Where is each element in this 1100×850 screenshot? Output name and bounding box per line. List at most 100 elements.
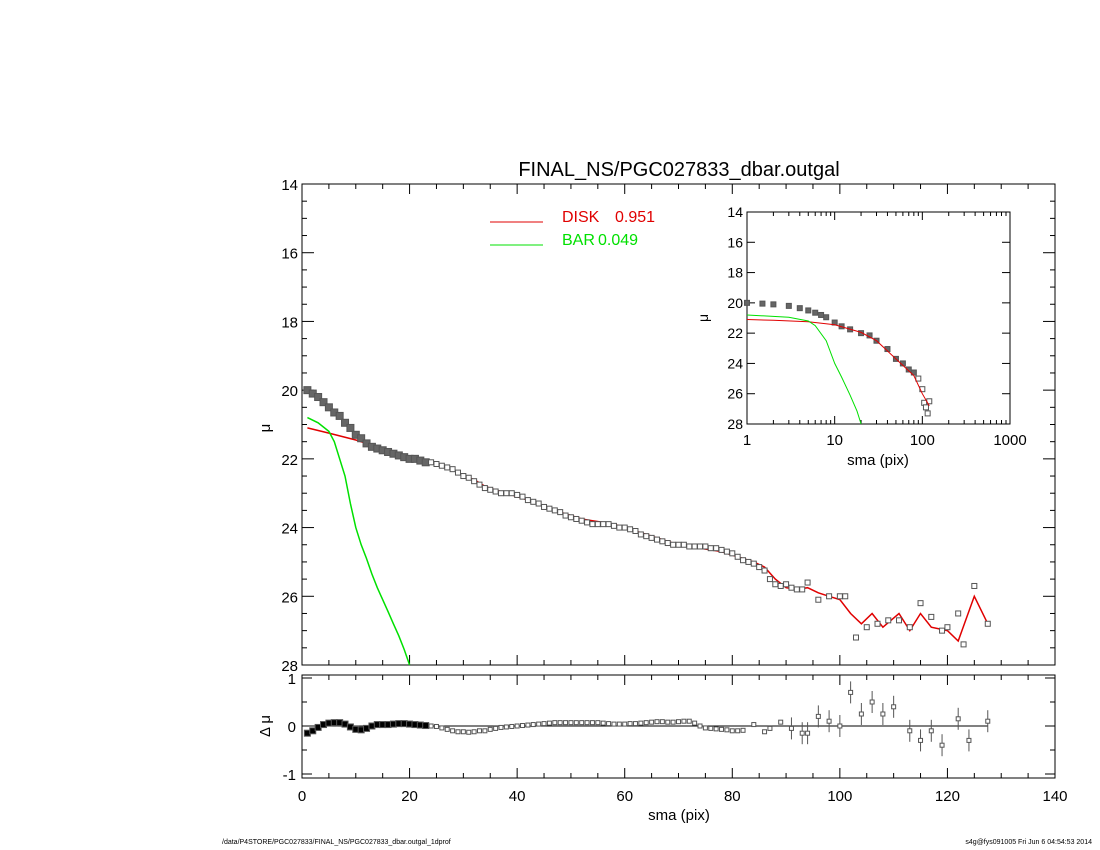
residual-data-point <box>546 720 552 726</box>
residual-data-point <box>788 725 794 731</box>
main-data-point <box>842 593 849 600</box>
residual-data-point <box>665 719 671 725</box>
main-data-point <box>578 517 585 524</box>
inset-y-axis-label: μ <box>695 314 711 322</box>
residual-data-point <box>433 723 439 729</box>
inset-data-point <box>805 307 812 314</box>
residual-data-point <box>848 689 854 695</box>
residual-x-axis-label: sma (pix) <box>648 807 710 824</box>
main-data-point <box>718 546 725 553</box>
main-data-point <box>697 543 704 550</box>
residual-data-point <box>455 729 461 735</box>
residual-data-point <box>724 727 730 733</box>
residual-data-point <box>676 719 681 725</box>
main-data-point <box>627 526 634 533</box>
residual-data-point <box>966 737 972 743</box>
main-axis-ticks: 14 16 18 20 22 24 26 28 <box>281 177 1056 675</box>
main-data-point <box>508 490 515 497</box>
residual-data-point <box>985 718 991 724</box>
main-data-point <box>971 582 978 589</box>
main-data-point <box>524 497 531 504</box>
main-data-point <box>616 524 623 531</box>
residual-data-point <box>611 721 617 727</box>
residual-data-point <box>735 728 741 734</box>
main-data-point <box>928 613 935 620</box>
main-data-point <box>885 617 892 624</box>
residual-data-point <box>858 711 864 717</box>
main-data-point <box>471 478 478 485</box>
main-data-point <box>546 505 553 512</box>
residual-data-point <box>460 729 466 735</box>
main-data-point <box>476 481 483 488</box>
main-data-point <box>852 634 859 641</box>
residual-data-point <box>627 721 633 727</box>
main-data-point <box>621 524 628 531</box>
main-data-point <box>438 462 445 469</box>
residual-data-point <box>713 726 719 732</box>
main-data-point <box>573 515 580 522</box>
residual-data-point <box>573 720 579 726</box>
residual-data-point <box>799 730 805 736</box>
residual-data-point <box>686 718 692 724</box>
inset-y-tick-label: 26 <box>727 386 743 402</box>
main-data-point <box>341 418 350 427</box>
residual-data-point <box>439 725 445 731</box>
main-y-tick-label: 18 <box>281 314 298 331</box>
main-data-point <box>454 469 461 476</box>
footer-file-path: /data/P4STORE/PGC027833/FINAL_NS/PGC0278… <box>222 839 451 846</box>
main-data-point <box>793 586 800 593</box>
residual-data-point <box>880 711 886 717</box>
residual-data-point <box>622 721 628 727</box>
residual-data-point <box>939 742 945 748</box>
residual-data-point <box>659 719 665 725</box>
legend-bar-label: BAR <box>562 232 595 249</box>
inset-data-point <box>818 311 825 318</box>
inset-y-tick-label: 28 <box>727 416 743 432</box>
residual-data-point <box>918 737 924 743</box>
inset-data-point <box>915 375 922 382</box>
main-data-point <box>984 620 991 627</box>
inset-y-tick-label: 14 <box>727 204 743 220</box>
main-data-point <box>444 464 451 471</box>
residual-data-point <box>632 721 638 727</box>
main-data-point <box>686 543 693 550</box>
main-data-point <box>664 540 671 547</box>
legend-bar-value: 0.049 <box>598 232 638 249</box>
residual-data-point <box>955 716 961 722</box>
main-data-point <box>637 531 644 538</box>
chart-title: FINAL_NS/PGC027833_dbar.outgal <box>518 159 839 181</box>
residual-data-point <box>729 728 735 734</box>
main-data-point <box>756 564 763 571</box>
main-data-point <box>541 503 548 510</box>
inset-bar-line <box>746 314 862 425</box>
residual-data-point <box>514 723 520 729</box>
inset-data-point <box>922 404 929 411</box>
footer-timestamp: s4g@fys091005 Fri Jun 6 04:54:53 2014 <box>965 839 1092 846</box>
main-data-point <box>324 403 333 412</box>
main-y-tick-label: 14 <box>281 177 298 194</box>
main-data-point <box>826 593 833 600</box>
residual-data-point <box>422 722 430 730</box>
inset-plot-frame <box>746 211 1011 425</box>
main-data-point <box>643 533 650 540</box>
main-data-point <box>562 512 569 519</box>
main-data-point <box>944 624 951 631</box>
residual-data-point <box>563 720 569 726</box>
main-y-axis-label: μ <box>257 424 274 433</box>
residual-x-tick-label: 140 <box>1042 788 1067 805</box>
main-data-point <box>594 521 601 528</box>
residual-y-tick-label: 1 <box>288 671 296 688</box>
main-data-point <box>519 493 526 500</box>
residual-data-point <box>482 728 488 734</box>
main-data-point <box>896 617 903 624</box>
main-data-point <box>487 486 494 493</box>
residual-data-point <box>498 724 504 730</box>
legend-disk-value: 0.951 <box>615 209 655 226</box>
residual-x-tick-label: 80 <box>724 788 741 805</box>
residual-data-point <box>493 725 499 731</box>
inset-plot: 14 16 18 20 22 24 26 281 10 100 1000 sma (pix) μ <box>695 204 1027 469</box>
residual-axis-ticks: 10-10 20 40 60 80 100 120 140 <box>283 671 1068 805</box>
residual-data-point <box>520 723 526 729</box>
main-data-point <box>514 491 521 498</box>
residual-data-point <box>530 722 536 728</box>
